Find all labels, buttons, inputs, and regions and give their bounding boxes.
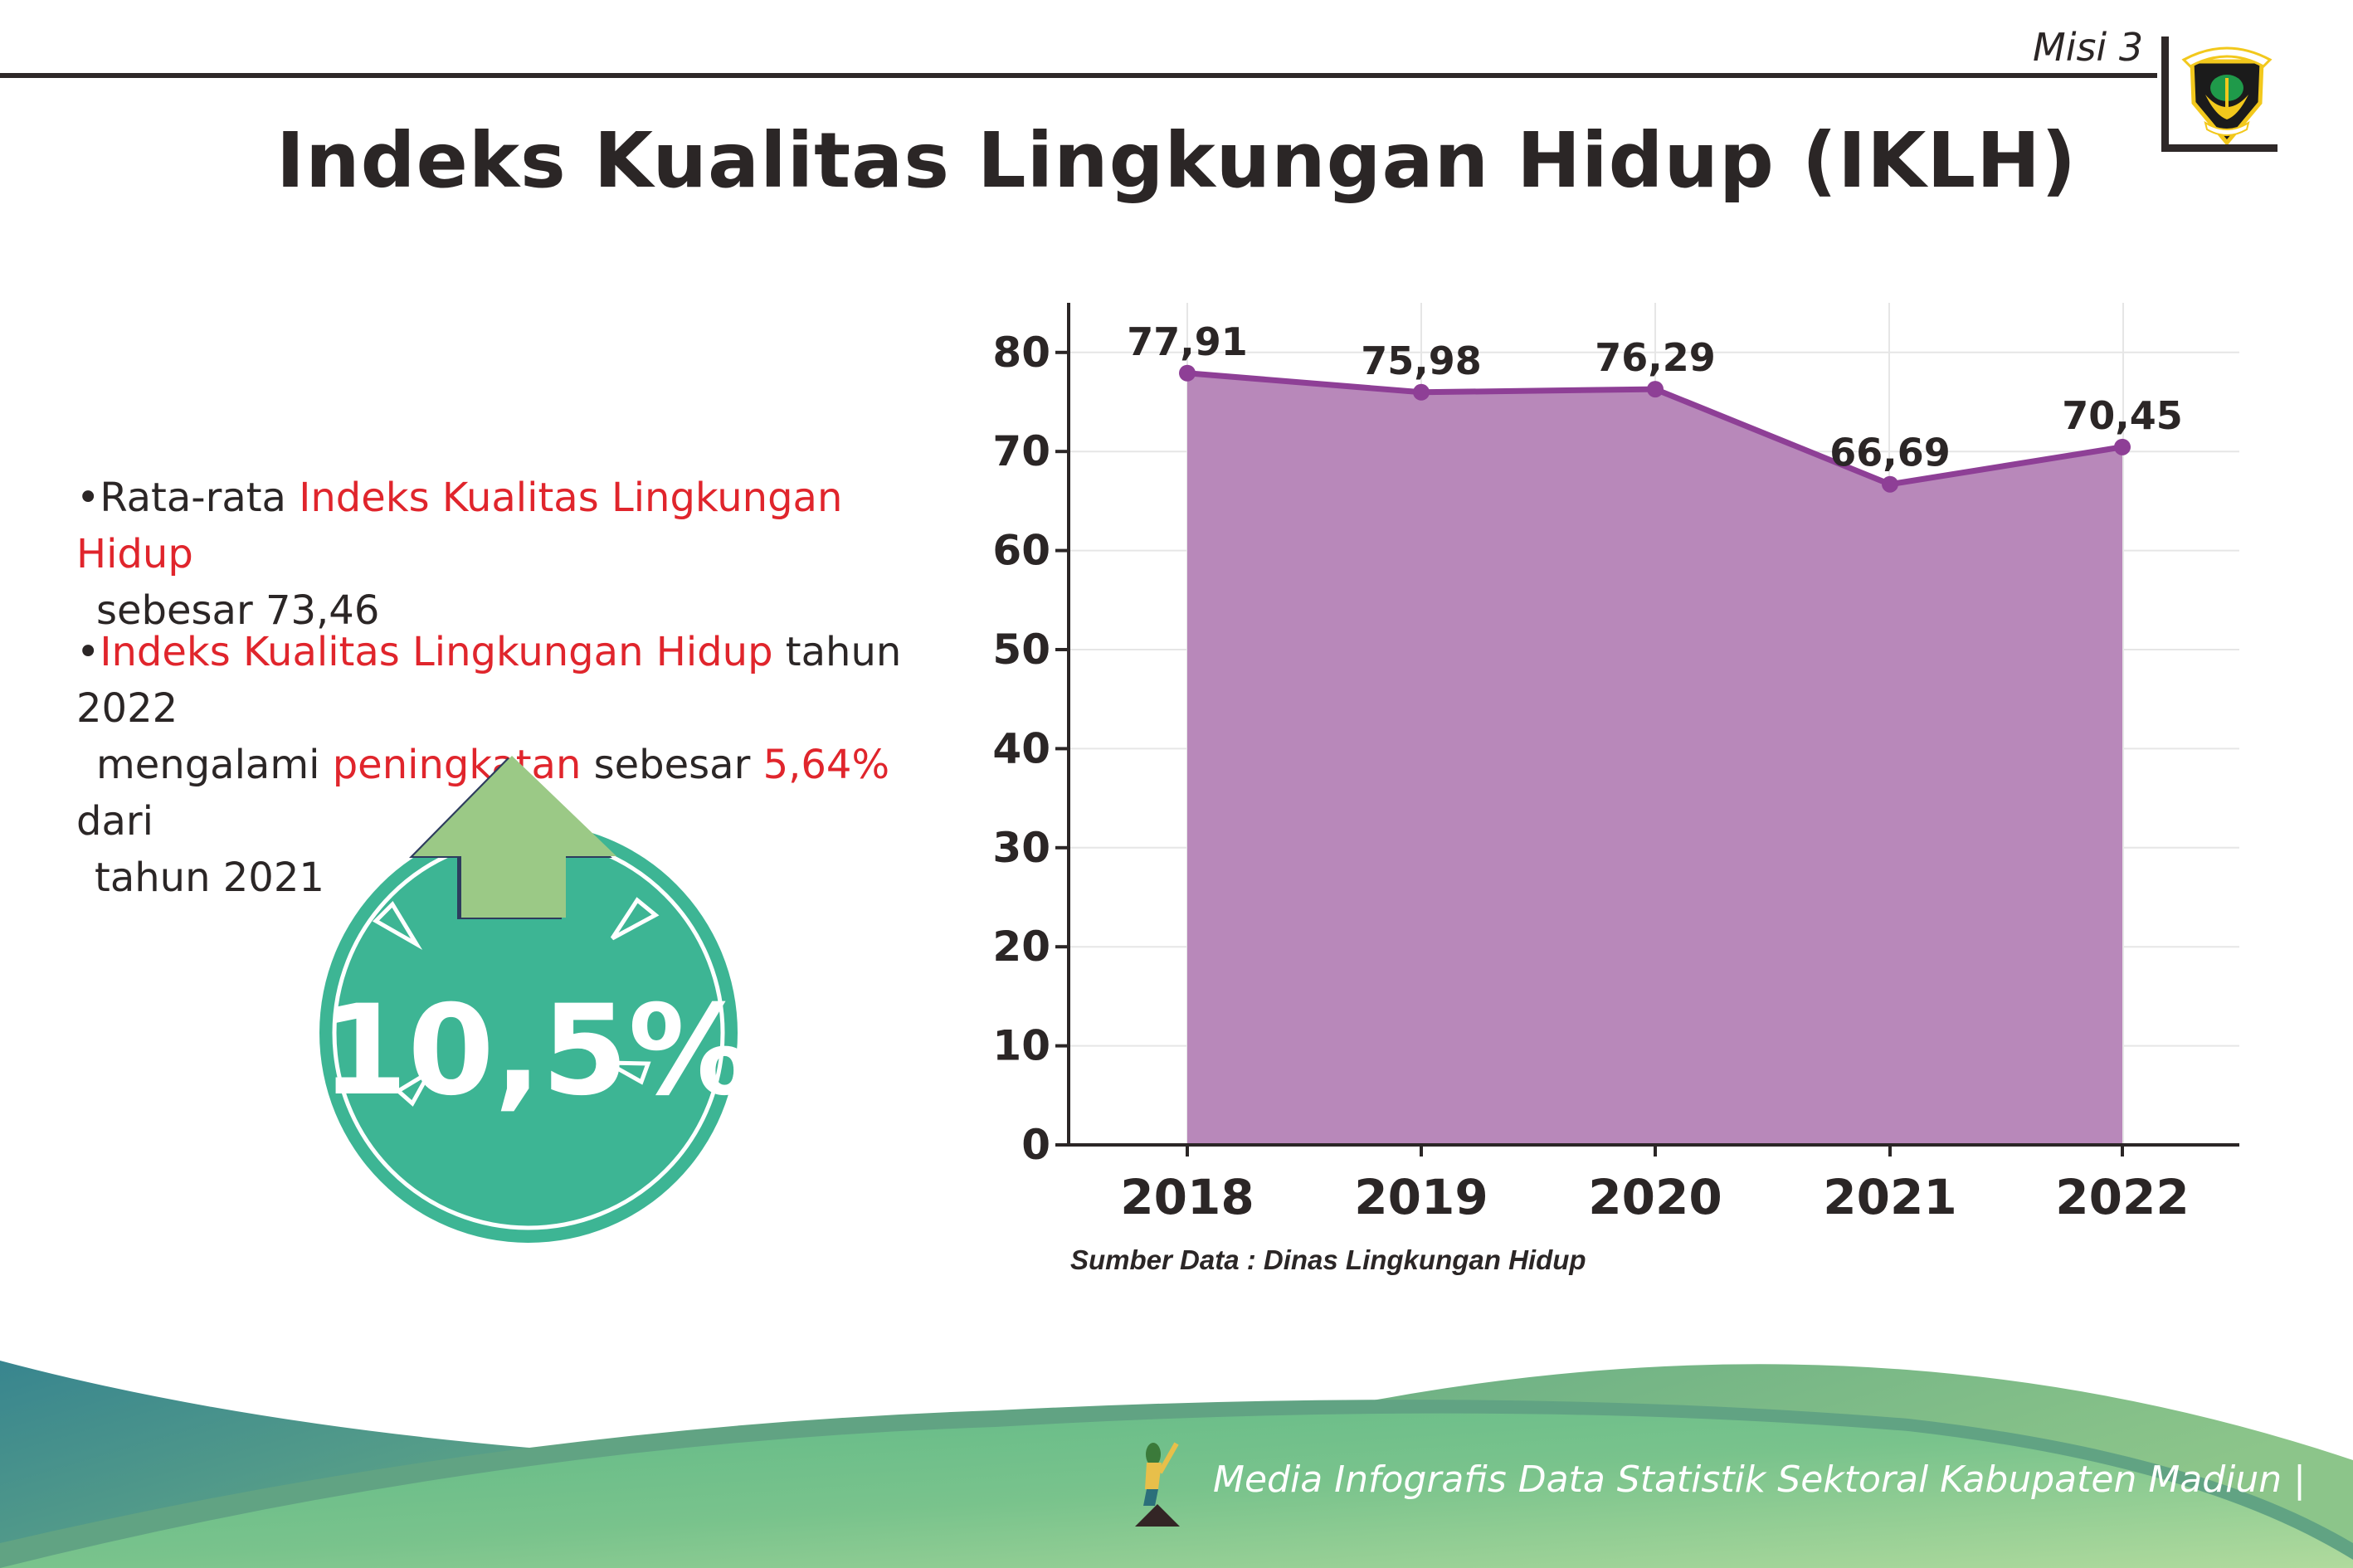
x-tick-label: 2020 [1588, 1169, 1722, 1225]
highlight-text: 5,64% [762, 742, 890, 788]
y-tick-label: 40 [992, 724, 1050, 772]
bullet-text: • [76, 629, 100, 675]
x-tick-label: 2018 [1120, 1169, 1254, 1225]
data-label: 76,29 [1595, 335, 1716, 380]
y-tick-label: 10 [992, 1022, 1050, 1070]
bullet-text: dari [76, 798, 153, 845]
mission-label: Misi 3 [2033, 25, 2144, 70]
x-tick-label: 2019 [1354, 1169, 1488, 1225]
header-rule [0, 73, 2157, 78]
data-label: 75,98 [1361, 338, 1482, 383]
growth-badge [319, 756, 738, 1243]
area-fill [1187, 373, 2122, 1145]
bullet-text: sebesar [581, 742, 763, 788]
data-label: 70,45 [2062, 393, 2183, 438]
data-point [2114, 438, 2131, 455]
footer-wave [0, 1361, 2353, 1568]
y-tick-label: 20 [992, 923, 1050, 971]
y-tick-label: 80 [992, 329, 1050, 377]
data-point [1179, 364, 1196, 382]
bullet-text: •Rata-rata [76, 475, 300, 521]
kabupaten-madiun-logo [2181, 46, 2273, 144]
footer-tagline: Media Infografis Data Statistik Sektoral… [1213, 1458, 2306, 1501]
bullet-text: sebesar 73,46 [96, 587, 380, 634]
badge-value: 10,5% [321, 979, 753, 1123]
highlight-text: peningkatan [332, 742, 582, 788]
sparkle-icons [372, 897, 660, 1107]
highlight-text: Indeks Kualitas Lingkungan Hidup [100, 629, 773, 675]
y-tick-label: 0 [1021, 1121, 1050, 1169]
x-tick-label: 2021 [1823, 1169, 1956, 1225]
data-point [1647, 381, 1664, 398]
bullet-average: •Rata-rata Indeks Kualitas Lingkungan Hi… [76, 470, 948, 639]
highlight-text: Indeks Kualitas Lingkungan Hidup [76, 475, 843, 577]
bullet-text: tahun 2022 [76, 629, 902, 732]
y-tick-label: 70 [992, 427, 1050, 475]
y-tick-label: 60 [992, 527, 1050, 575]
bullet-increase: •Indeks Kualitas Lingkungan Hidup tahun … [76, 624, 948, 906]
data-point [1413, 383, 1430, 401]
x-tick-label: 2022 [2055, 1169, 2189, 1225]
source-note: Sumber Data : Dinas Lingkungan Hidup [1070, 1244, 1586, 1275]
y-tick-label: 50 [992, 626, 1050, 674]
bullet-text: tahun 2021 [95, 855, 324, 901]
y-tick-label: 30 [992, 824, 1050, 872]
data-label: 77,91 [1127, 319, 1248, 364]
corner-frame [2161, 37, 2169, 151]
arrow-up-icon [409, 756, 616, 919]
bullet-text: mengalami [96, 742, 333, 788]
data-point [1882, 475, 1898, 493]
infografis-mascot-logo [1135, 1442, 1180, 1527]
iklh-area-chart: 77,91 75,98 76,29 66,69 70,45 0 10 20 30 40 50 60 7… [992, 303, 2239, 1225]
corner-frame-bottom [2161, 144, 2277, 152]
page-title: Indeks Kualitas Lingkungan Hidup (IKLH) [275, 116, 2078, 205]
data-label: 66,69 [1829, 431, 1951, 475]
